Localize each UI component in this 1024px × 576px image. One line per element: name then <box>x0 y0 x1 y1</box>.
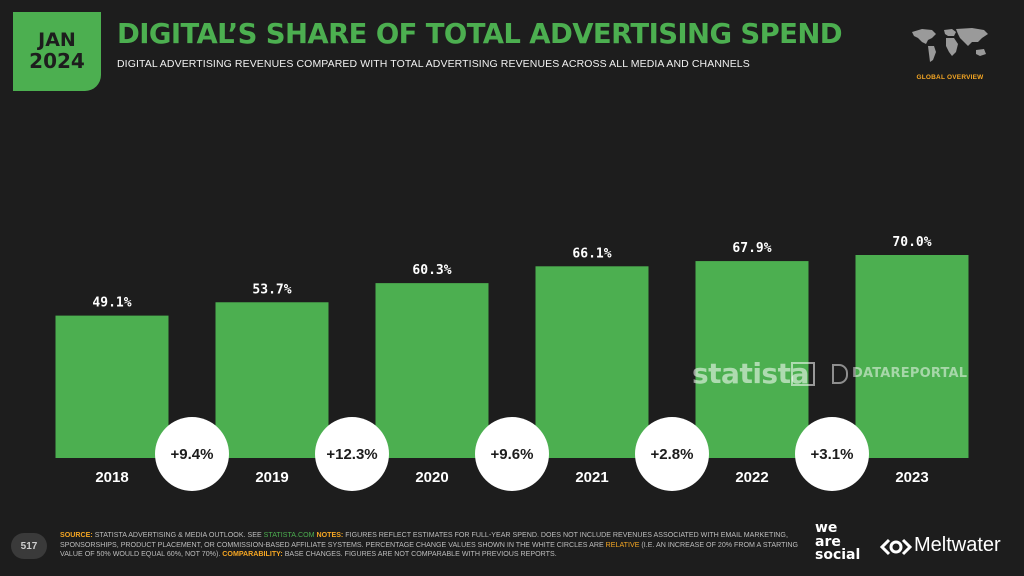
change-bubble <box>475 417 549 491</box>
bar-2020 <box>375 283 489 458</box>
change-label: +9.6% <box>491 446 534 463</box>
page-number: 517 <box>11 533 47 559</box>
notes-text: FIGURES REFLECT ESTIMATES FOR FULL-YEAR … <box>60 531 788 549</box>
bar-2022 <box>695 261 809 458</box>
category-label: 2021 <box>575 469 608 486</box>
category-label: 2022 <box>735 469 768 486</box>
bar-value-label: 53.7% <box>252 282 291 297</box>
change-bubble <box>635 417 709 491</box>
logo-are: are <box>815 533 841 550</box>
bar-value-label: 70.0% <box>892 235 931 250</box>
change-bubble <box>315 417 389 491</box>
date-month: JAN <box>38 29 76 52</box>
change-label: +2.8% <box>651 446 694 463</box>
change-bubble <box>795 417 869 491</box>
datareportal-logo-icon <box>832 364 848 384</box>
meltwater-logo: Meltwater <box>914 534 1001 556</box>
logo-we: we <box>815 520 838 536</box>
relative-word: RELATIVE <box>605 540 640 549</box>
meltwater-logo-icon <box>880 538 912 556</box>
date-year: 2024 <box>29 48 85 73</box>
change-label: +3.1% <box>811 446 854 463</box>
bar-value-label: 49.1% <box>92 296 131 311</box>
statista-watermark: statista <box>692 357 809 390</box>
world-map-icon <box>912 28 988 62</box>
footnote: SOURCE: STATISTA ADVERTISING & MEDIA OUT… <box>60 531 800 560</box>
bar-2023 <box>855 255 969 458</box>
change-label: +9.4% <box>171 446 214 463</box>
comparability-heading: COMPARABILITY: <box>220 550 283 559</box>
source-heading: SOURCE: <box>60 531 93 539</box>
category-label: 2018 <box>95 469 128 486</box>
we-are-social-logo: we are social <box>815 520 861 563</box>
category-label: 2019 <box>255 469 288 486</box>
bar-2018 <box>55 315 169 458</box>
page-subtitle: DIGITAL ADVERTISING REVENUES COMPARED WI… <box>117 58 750 70</box>
date-badge: JAN 2024 <box>13 12 101 91</box>
notes-heading: NOTES: <box>314 531 344 539</box>
bar-chart: 49.1% 2018 53.7% 2019 60.3% 2020 66.1% 2021 67.9… <box>55 235 969 491</box>
datareportal-watermark: DATAREPORTAL <box>852 366 968 381</box>
bar-2021 <box>535 266 649 458</box>
bar-2019 <box>215 302 329 458</box>
bar-value-label: 60.3% <box>412 263 451 278</box>
change-bubble <box>155 417 229 491</box>
source-text: STATISTA ADVERTISING & MEDIA OUTLOOK. SE… <box>92 531 264 539</box>
notes-text-2: (I.E. AN INCREASE OF 20% FROM A STARTING… <box>60 540 799 559</box>
region-label: GLOBAL OVERVIEW <box>916 74 984 81</box>
source-link[interactable]: STATISTA.COM <box>263 531 315 539</box>
category-label: 2020 <box>415 469 448 486</box>
page-title: DIGITAL’S SHARE OF TOTAL ADVERTISING SPE… <box>117 18 843 50</box>
logo-social: social <box>815 547 861 563</box>
category-label: 2023 <box>895 469 928 486</box>
comparability-text: BASE CHANGES. FIGURES ARE NOT COMPARABLE… <box>282 550 557 559</box>
bar-value-label: 67.9% <box>732 241 771 256</box>
statista-logo-icon <box>791 362 815 386</box>
bar-value-label: 66.1% <box>572 246 611 261</box>
change-label: +12.3% <box>326 446 377 463</box>
